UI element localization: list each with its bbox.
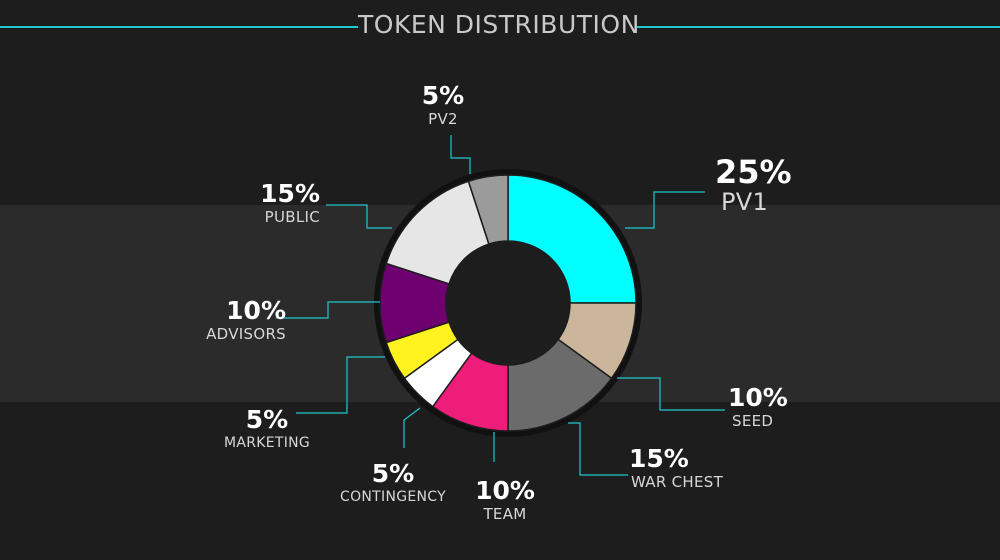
slice-label-public: 15% PUBLIC (240, 181, 320, 225)
leader-line-advisors (276, 301, 380, 319)
leader-line-marketing (296, 356, 385, 414)
slice-label-advisors: 10% ADVISORS (190, 298, 286, 342)
slice-label-contingency: 5% CONTINGENCY (338, 461, 448, 504)
chart-title: TOKEN DISTRIBUTION (358, 10, 640, 39)
slice-name-seed: SEED (732, 412, 774, 430)
slice-name-contingency: CONTINGENCY (340, 489, 446, 505)
slice-name-marketing: MARKETING (223, 435, 311, 451)
slice-name-pv2: PV2 (428, 110, 458, 128)
slice-name-public: PUBLIC (264, 208, 320, 226)
slice-name-team: TEAM (483, 505, 527, 523)
title-rule-left (0, 26, 358, 28)
slice-value-war-chest: 15% (629, 444, 689, 473)
slice-value-seed: 10% (728, 383, 788, 412)
slice-label-pv1: 25% PV1 (715, 156, 792, 214)
slice-name-war-chest: WAR CHEST (631, 473, 724, 491)
title-rule-right (637, 26, 1000, 28)
slice-label-marketing: 5% MARKETING (215, 407, 319, 450)
slice-name-advisors: ADVISORS (206, 325, 286, 343)
leader-line-contingency (403, 407, 421, 448)
leader-line-pv1 (625, 191, 705, 229)
slice-value-public: 15% (260, 179, 320, 208)
donut-slices (379, 174, 637, 432)
leader-line-war-chest (568, 422, 628, 476)
donut-hole (446, 241, 570, 365)
slice-label-pv2: 5% PV2 (405, 83, 481, 127)
slice-value-pv1: 25% (715, 153, 792, 191)
leader-line-public (326, 204, 392, 229)
leader-lines (276, 135, 725, 476)
leader-line-seed (617, 377, 725, 411)
leader-line-pv2 (450, 135, 471, 174)
slice-value-advisors: 10% (226, 296, 286, 325)
slice-value-contingency: 5% (371, 459, 415, 488)
slice-label-team: 10% TEAM (470, 478, 540, 522)
slice-value-team: 10% (475, 476, 535, 505)
slice-label-seed: 10% SEED (728, 385, 788, 429)
slice-value-marketing: 5% (245, 405, 289, 434)
slice-value-pv2: 5% (421, 81, 465, 110)
slice-label-war-chest: 15% WAR CHEST (629, 446, 723, 490)
slice-name-pv1: PV1 (721, 188, 769, 216)
